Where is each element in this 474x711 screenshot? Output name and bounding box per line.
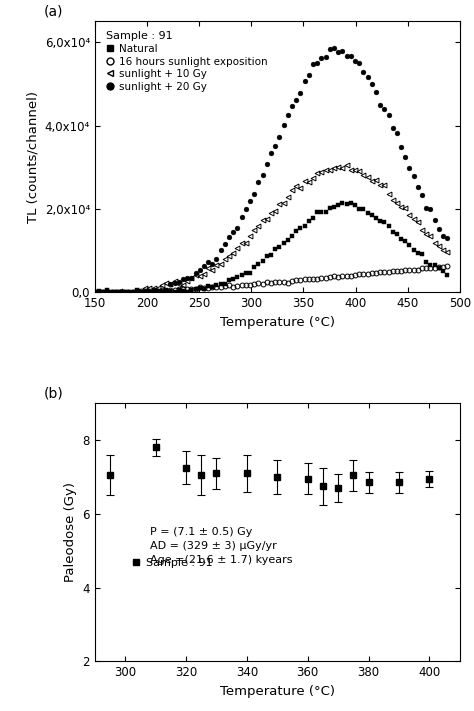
X-axis label: Temperature (°C): Temperature (°C) xyxy=(220,685,335,697)
Legend: Sample : 91: Sample : 91 xyxy=(129,556,215,570)
Text: P = (7.1 ± 0.5) Gy
AD = (329 ± 3) μGy/yr
Age =(21.6 ± 1.7) kyears: P = (7.1 ± 0.5) Gy AD = (329 ± 3) μGy/yr… xyxy=(149,527,292,565)
Legend: Natural, 16 hours sunlight exposition, sunlight + 10 Gy, sunlight + 20 Gy: Natural, 16 hours sunlight exposition, s… xyxy=(104,29,270,94)
Y-axis label: Paleodose (Gy): Paleodose (Gy) xyxy=(64,482,77,582)
Y-axis label: TL (counts/channel): TL (counts/channel) xyxy=(26,91,39,223)
Text: (a): (a) xyxy=(44,4,63,18)
Text: (b): (b) xyxy=(44,387,64,401)
X-axis label: Temperature (°C): Temperature (°C) xyxy=(220,316,335,328)
